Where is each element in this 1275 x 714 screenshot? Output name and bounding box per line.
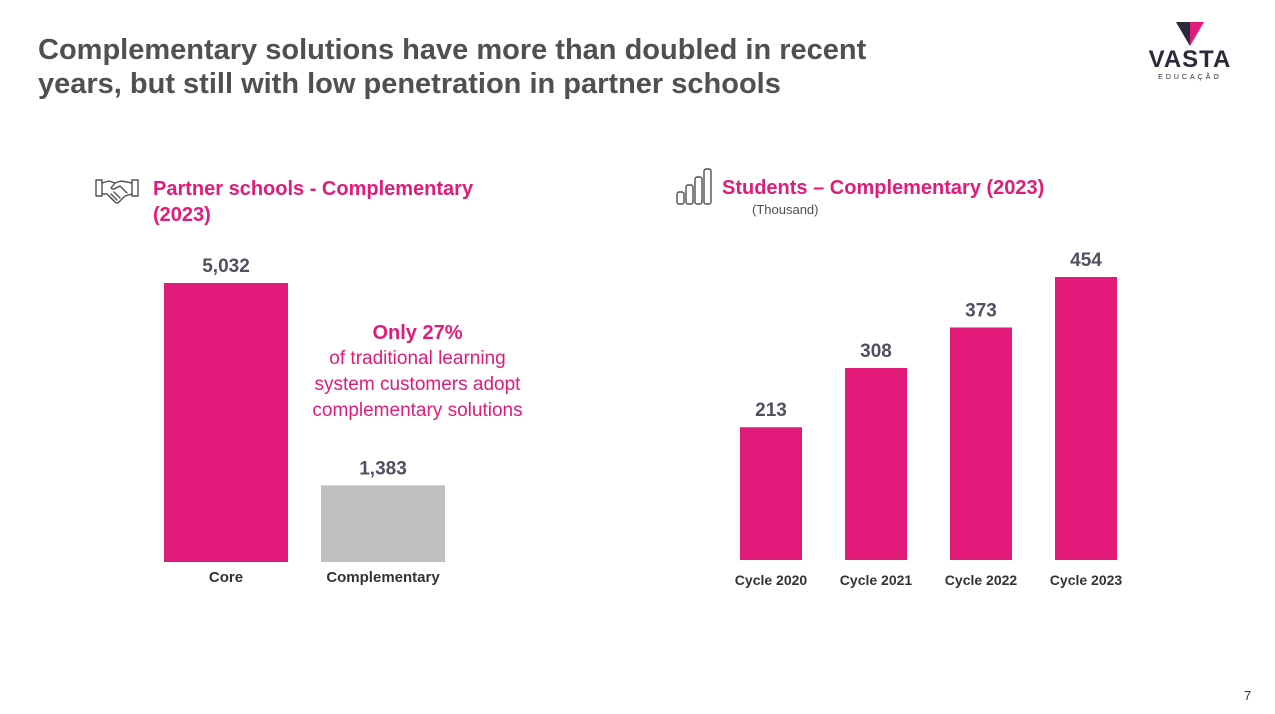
left-chart-title: Partner schools - Complementary (2023) (153, 176, 573, 228)
right-value-label-2: 308 (860, 341, 892, 362)
callout-line-3: complementary solutions (312, 400, 523, 421)
left-category-label-2: Complementary (326, 569, 440, 586)
right-bar-1 (740, 427, 802, 560)
right-bar-2 (845, 368, 907, 560)
right-value-label-3: 373 (965, 300, 997, 321)
logo-subtitle: EDUCAÇÃO (1158, 74, 1222, 81)
left-bar-1 (164, 283, 288, 562)
right-chart-title: Students – Complementary (2023) (722, 177, 1045, 199)
right-category-label-4: Cycle 2023 (1050, 572, 1123, 588)
vasta-logo: VASTA EDUCAÇÃO (1140, 22, 1240, 84)
left-category-label-1: Core (209, 569, 243, 586)
callout-line-1: of traditional learning (329, 348, 506, 369)
slide-title: Complementary solutions have more than d… (38, 33, 1038, 101)
handshake-icon (95, 179, 139, 204)
left-chart-title-line-2: (2023) (153, 204, 211, 226)
right-category-label-1: Cycle 2020 (735, 572, 808, 588)
callout-highlight: Only 27% (372, 322, 463, 344)
page-number: 7 (1244, 688, 1252, 703)
logo-wordmark: VASTA (1148, 46, 1232, 73)
right-bar-3 (950, 327, 1012, 560)
left-value-label-2: 1,383 (359, 458, 407, 479)
bar-chart-icon (676, 168, 712, 205)
left-chart-title-line-1: Partner schools - Complementary (153, 178, 474, 200)
callout-text: Only 27% of traditional learning system … (290, 320, 545, 424)
left-value-label-1: 5,032 (202, 256, 250, 277)
callout-line-2: system customers adopt (314, 374, 521, 395)
slide-title-line-1: Complementary solutions have more than d… (38, 34, 867, 66)
logo-triangle-icon (1176, 22, 1204, 46)
right-category-label-2: Cycle 2021 (840, 572, 913, 588)
right-bar-4 (1055, 277, 1117, 560)
slide-title-line-2: years, but still with low penetration in… (38, 68, 781, 100)
right-value-label-1: 213 (755, 400, 787, 421)
right-chart-subtitle: (Thousand) (752, 202, 819, 217)
right-category-label-3: Cycle 2022 (945, 572, 1018, 588)
left-bar-2 (321, 485, 445, 562)
right-value-label-4: 454 (1070, 250, 1102, 271)
